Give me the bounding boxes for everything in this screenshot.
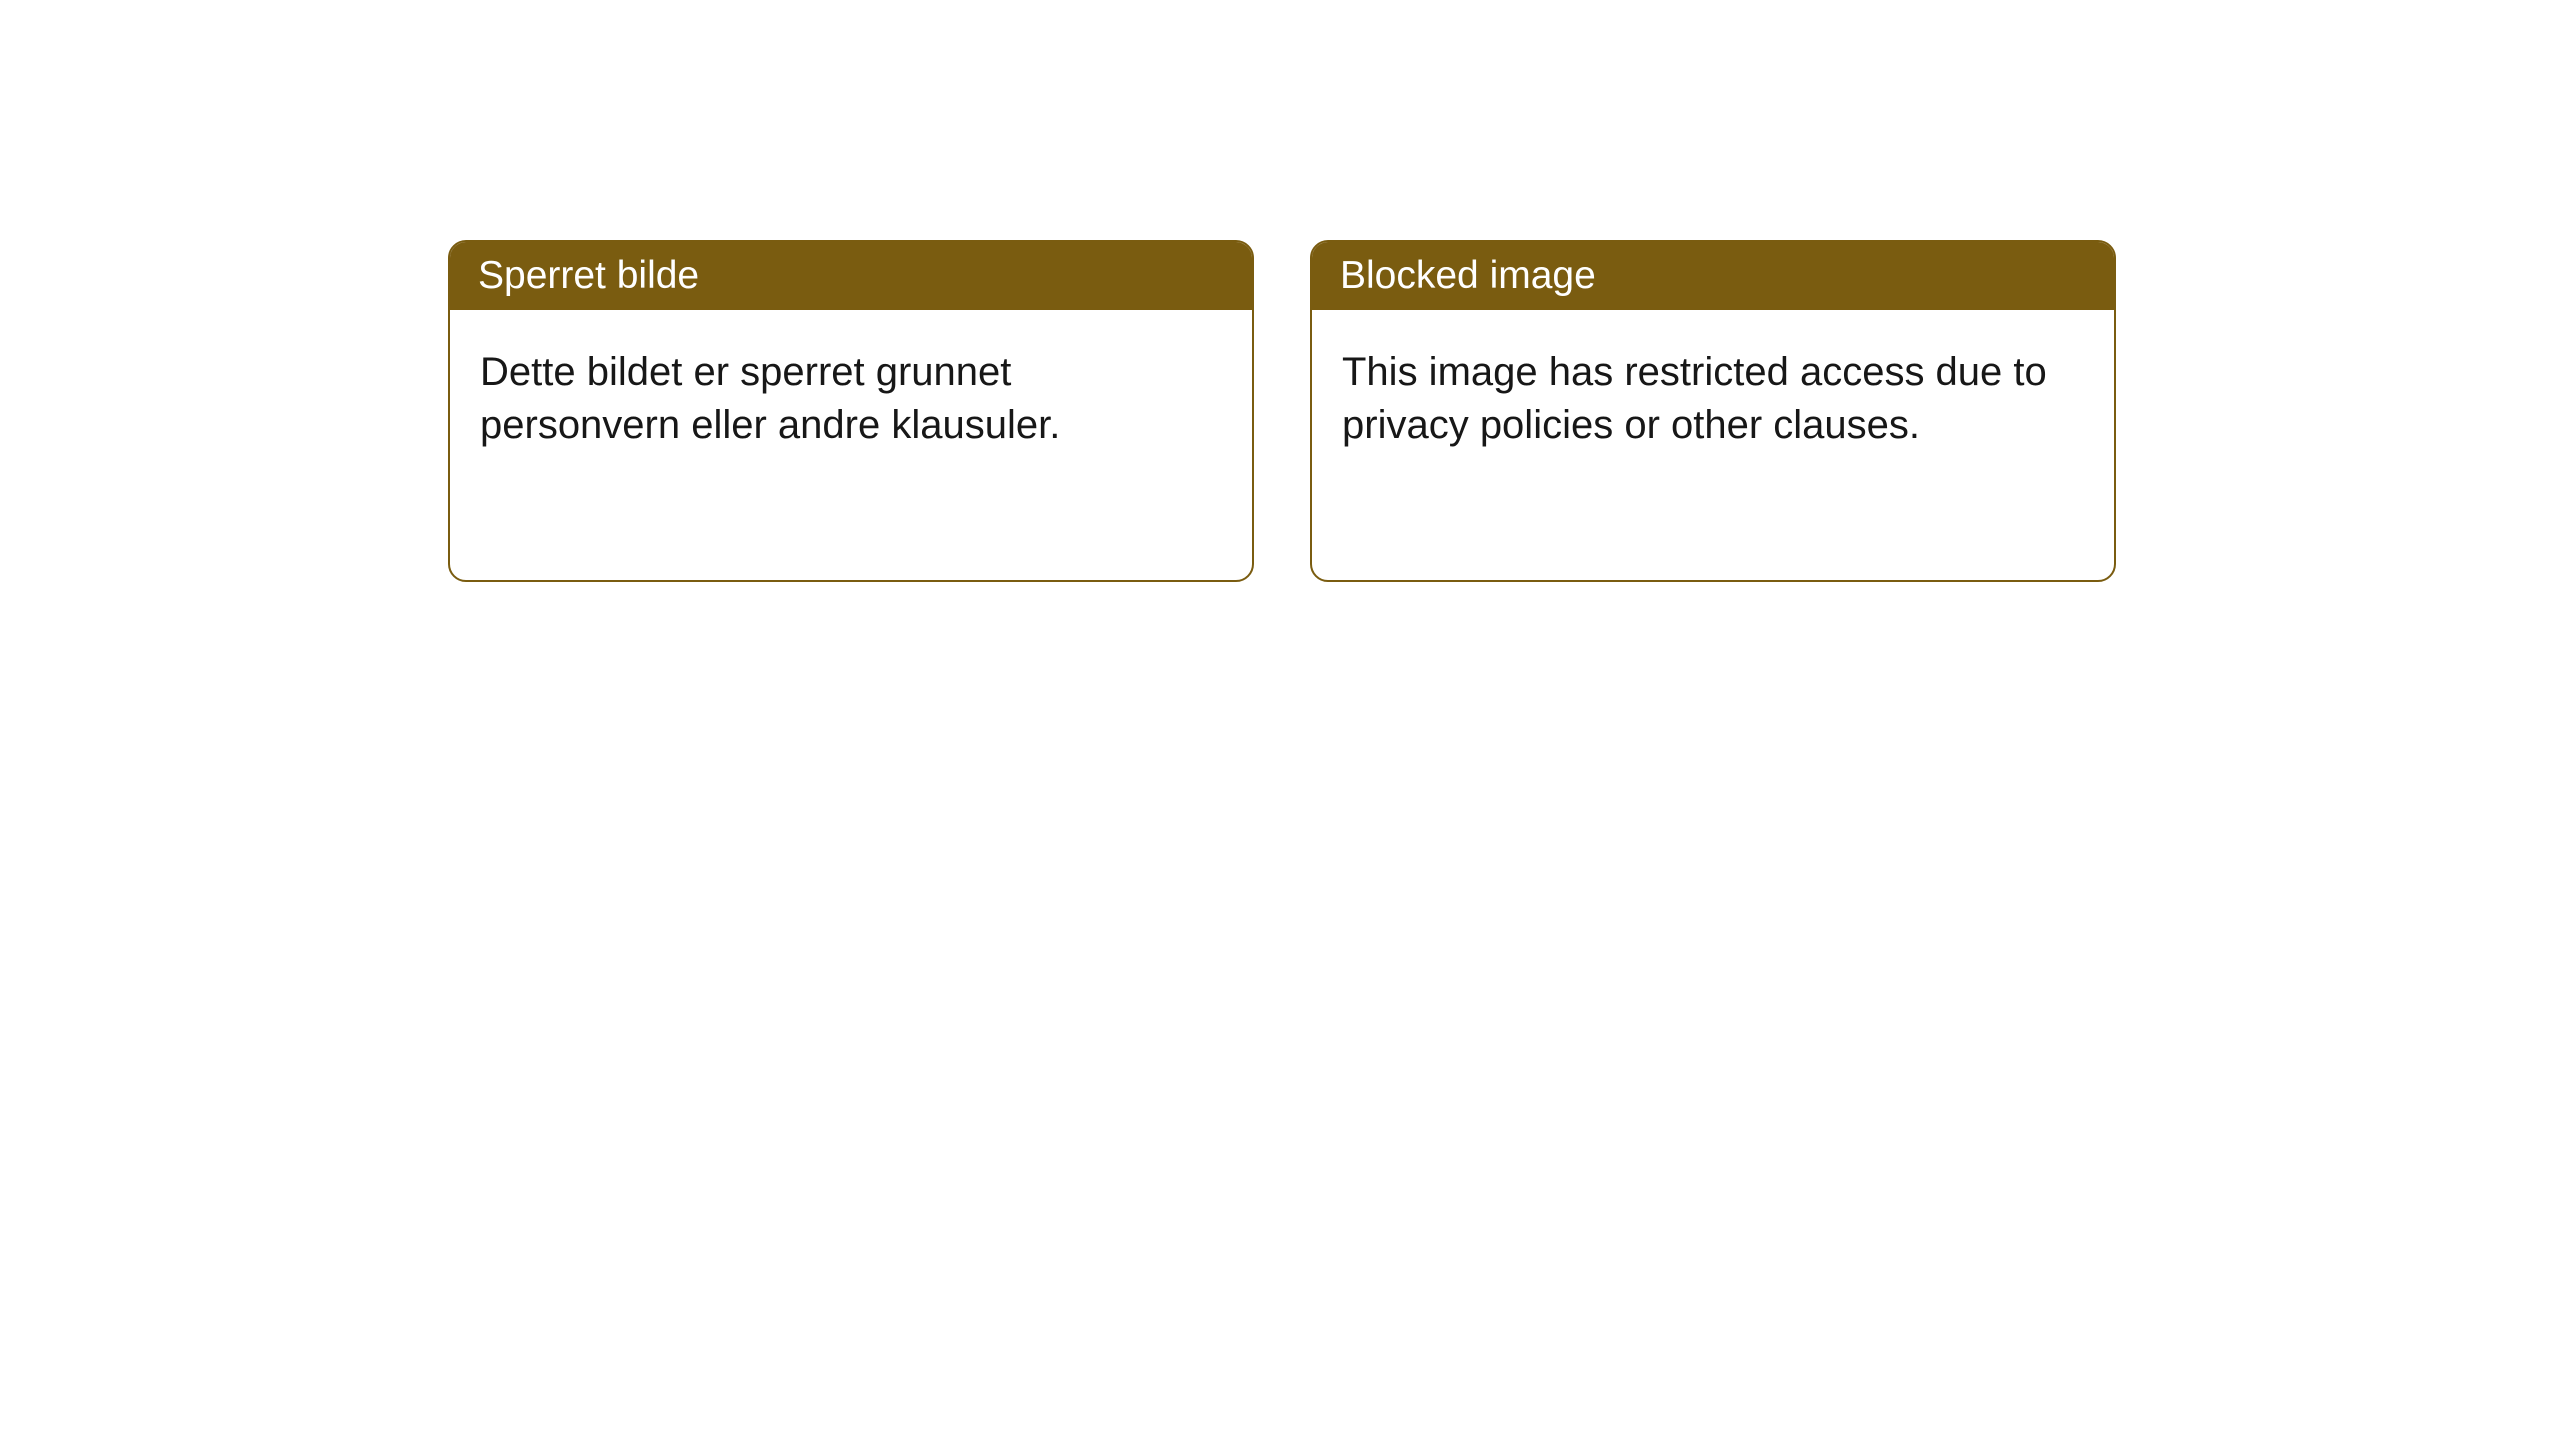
notice-title: Sperret bilde (450, 242, 1252, 310)
notice-title: Blocked image (1312, 242, 2114, 310)
notice-body-text: Dette bildet er sperret grunnet personve… (450, 310, 1252, 580)
notice-body-text: This image has restricted access due to … (1312, 310, 2114, 580)
notice-container: Sperret bilde Dette bildet er sperret gr… (0, 0, 2560, 582)
notice-card-norwegian: Sperret bilde Dette bildet er sperret gr… (448, 240, 1254, 582)
notice-card-english: Blocked image This image has restricted … (1310, 240, 2116, 582)
